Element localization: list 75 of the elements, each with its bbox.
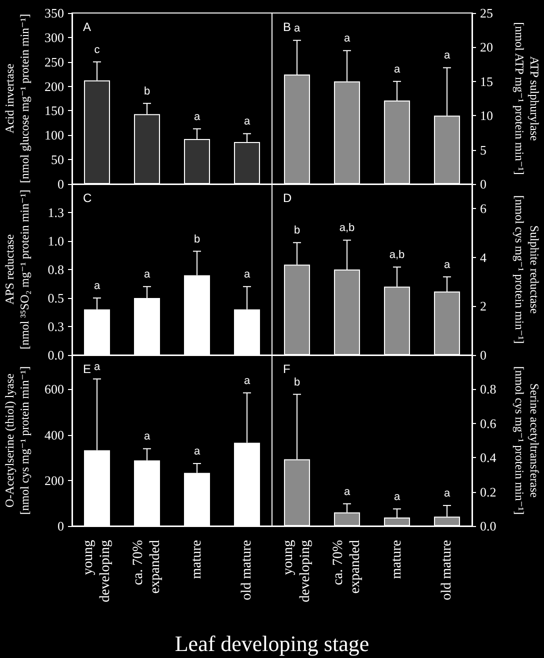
y-tick-label: 0.4 <box>480 450 497 466</box>
y-tick-label: 0 <box>480 348 486 362</box>
annotation: a <box>444 50 451 62</box>
annotation: a <box>144 430 151 443</box>
annotation: b <box>294 224 300 237</box>
annotation: a <box>244 116 251 128</box>
annotation: a <box>344 486 351 498</box>
y-tick-label: 0 <box>58 518 64 534</box>
annotation: a <box>94 360 101 373</box>
text: A <box>83 20 92 34</box>
y-tick-label: 50 <box>51 152 64 168</box>
y-tick-label: 20 <box>480 40 493 55</box>
y-axis-title: APS reductase [nmol ³⁵SO₂ mg⁻¹ protein min⁻¹] <box>2 190 32 350</box>
y-tick-label: 1.0 <box>48 234 64 248</box>
x-tick-label: old mature <box>240 540 254 600</box>
annotation: a <box>194 446 201 458</box>
annotation: a,b <box>389 249 405 262</box>
y-tick-label: 200 <box>44 472 64 488</box>
annotation: a <box>194 110 201 123</box>
annotation: a <box>244 374 251 387</box>
x-tick-label: young developing <box>81 540 113 602</box>
y-tick-label: 0.6 <box>480 416 497 431</box>
x-tick-label: mature <box>190 540 204 579</box>
y-axis-title: O-Acetylserine (thiol) lyase [nmol cys mg⁻¹ protein min⁻¹] <box>2 366 32 515</box>
y-tick-label: 0.3 <box>48 319 64 334</box>
y-tick-label: 400 <box>44 427 64 442</box>
annotation: a <box>294 22 301 34</box>
annotation: c <box>94 44 100 56</box>
annotation: a <box>144 268 151 281</box>
y-tick-label: 25 <box>480 6 493 20</box>
annotation: a <box>444 258 451 271</box>
y-tick-label: 6 <box>480 200 487 216</box>
y-axis-title: Acid invertase [nmol glucose mg⁻¹ protein min⁻¹] <box>2 14 32 184</box>
annotation: b <box>194 233 200 246</box>
y-tick-label: 5 <box>480 142 486 158</box>
y-tick-label: 350 <box>44 6 64 20</box>
annotation: a <box>444 487 451 500</box>
y-tick-label: 4 <box>480 250 487 265</box>
y-tick-label: 1.3 <box>48 205 64 220</box>
text: B <box>283 20 292 34</box>
annotation: a,b <box>339 222 355 234</box>
text: D <box>283 191 292 205</box>
annotation: a <box>94 280 101 292</box>
y-tick-label: 250 <box>44 54 64 70</box>
y-axis-title: ATP sulphurylase [nmol ATP mg⁻¹ protein min⁻¹] <box>512 22 542 175</box>
y-tick-label: 0.5 <box>48 290 64 306</box>
annotation: b <box>294 376 300 388</box>
text: E <box>83 362 92 376</box>
y-tick-label: 100 <box>44 128 64 143</box>
y-tick-label: 0.8 <box>480 382 496 397</box>
annotation: a <box>344 32 351 45</box>
text: C <box>83 191 92 205</box>
annotation: a <box>244 268 251 281</box>
x-tick-label: old mature <box>440 540 454 600</box>
y-tick-label: 600 <box>44 382 64 397</box>
y-tick-label: 15 <box>480 74 493 89</box>
y-axis-title: Sulphite reductase [nmol cys mg⁻¹ protein min⁻¹] <box>512 195 542 344</box>
y-tick-label: 0.0 <box>48 348 64 362</box>
y-axis-title: Serine acetyltransferase [nmol cys mg⁻¹ protein min⁻¹] <box>512 366 542 515</box>
annotation: a <box>394 490 401 503</box>
y-tick-label: 0 <box>58 176 64 192</box>
annotation: a <box>394 63 401 76</box>
text: F <box>283 362 290 376</box>
y-tick-label: 0.2 <box>480 484 496 500</box>
x-tick-label: mature <box>390 540 404 579</box>
y-tick-label: 0 <box>480 176 486 192</box>
y-tick-label: 150 <box>44 103 64 118</box>
y-tick-label: 2 <box>480 298 486 314</box>
y-tick-label: 0.0 <box>480 518 496 534</box>
y-tick-label: 200 <box>44 78 64 94</box>
y-tick-label: 0.8 <box>48 262 64 277</box>
y-tick-label: 10 <box>480 108 493 124</box>
x-axis-title: Leaf developing stage <box>174 631 370 657</box>
annotation: b <box>144 85 150 98</box>
y-tick-label: 300 <box>44 30 64 45</box>
